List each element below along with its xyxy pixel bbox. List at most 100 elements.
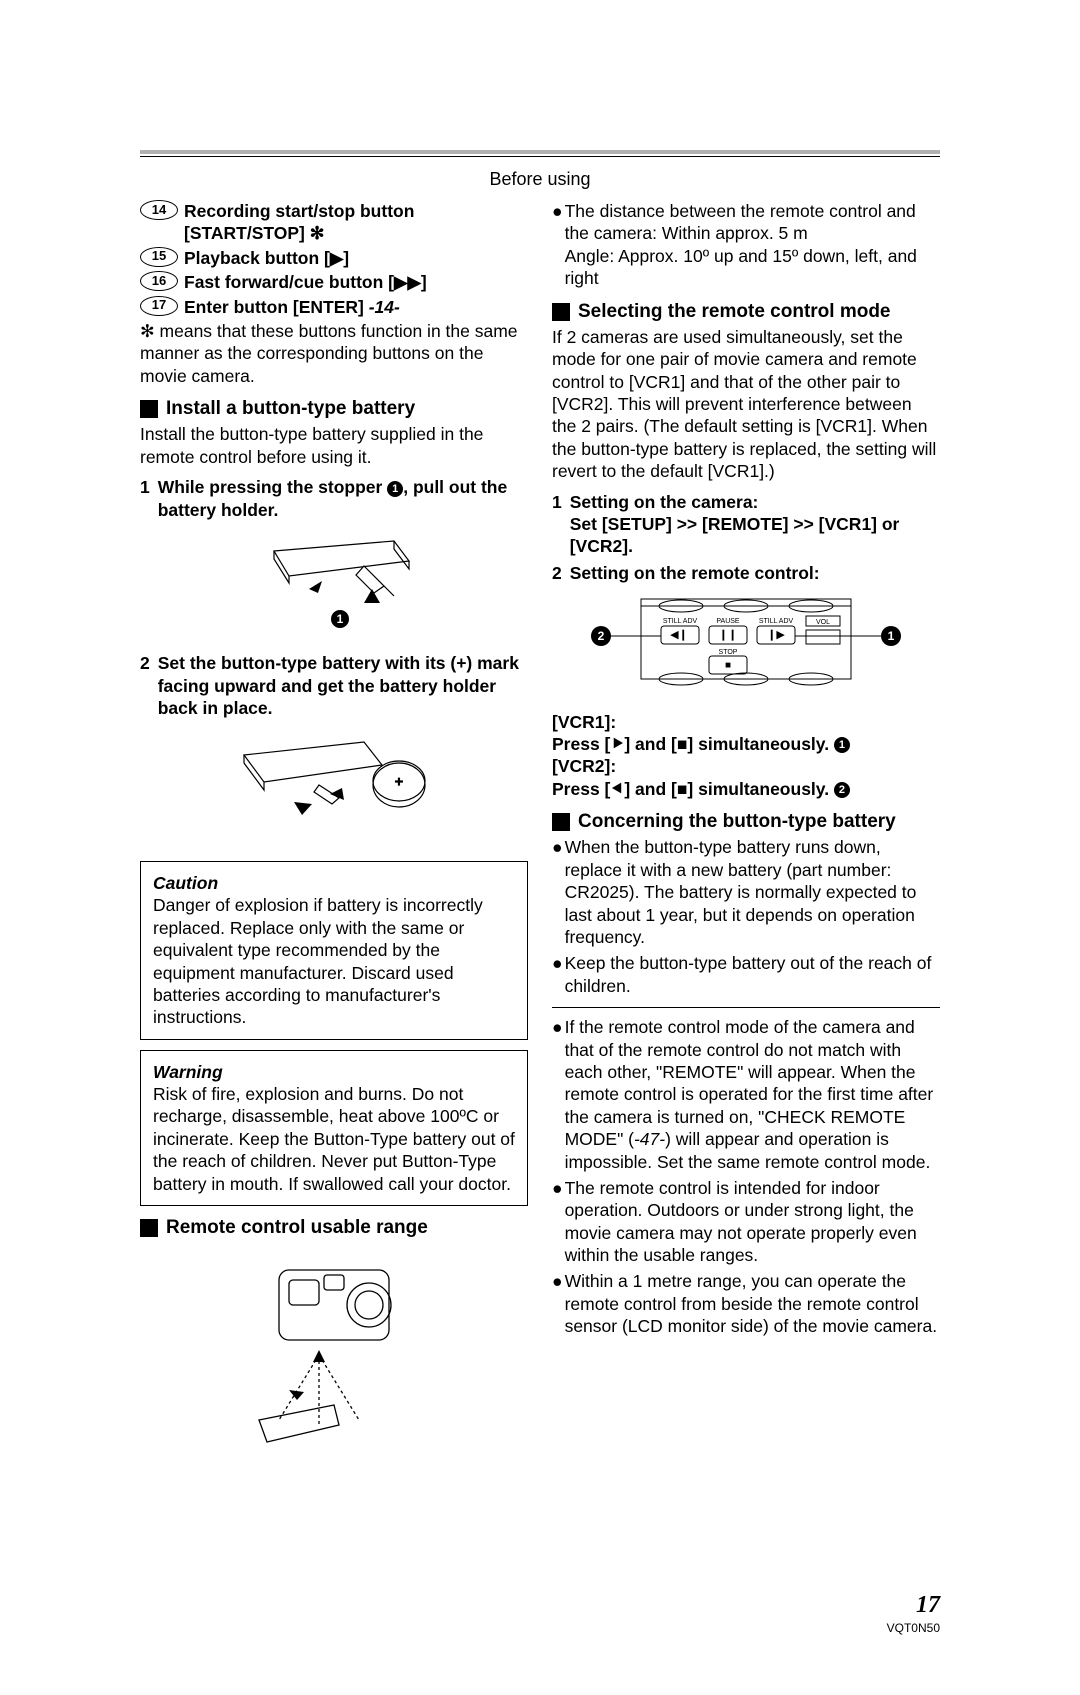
step-item: 2 Setting on the remote control:	[552, 562, 940, 584]
bullet-text: When the button-type battery runs down, …	[565, 836, 940, 948]
bullet-item: ● When the button-type battery runs down…	[552, 836, 940, 948]
item-number-badge: 15	[140, 247, 178, 267]
caution-box: Caution Danger of explosion if battery i…	[140, 861, 528, 1040]
remote-buttons-figure: ◀❙ ❙❙ ❙▶ ■ STILL ADV PAUSE STILL ADV VOL…	[552, 594, 940, 694]
bullet-text: Within a 1 metre range, you can operate …	[565, 1270, 940, 1337]
bullet-text: If the remote control mode of the camera…	[565, 1016, 940, 1173]
subheading-concerning: Concerning the button-type battery	[552, 810, 940, 834]
warning-text: Risk of fire, explosion and burns. Do no…	[153, 1083, 515, 1195]
item-number-badge: 14	[140, 200, 178, 220]
callout-1-icon: 1	[387, 481, 403, 497]
list-item: 17 Enter button [ENTER] -14-	[140, 296, 528, 318]
caution-heading: Caution	[153, 872, 515, 894]
bullet-dot-icon: ●	[552, 1177, 563, 1267]
step-text: Set the button-type battery with its (+)…	[158, 652, 528, 719]
subheading-install: Install a button-type battery	[140, 397, 528, 421]
svg-text:PAUSE: PAUSE	[716, 618, 740, 625]
svg-text:◀❙: ◀❙	[670, 629, 688, 641]
page-footer: 17 VQT0N50	[140, 1592, 940, 1635]
subheading-label: Remote control usable range	[166, 1216, 428, 1240]
callout-1-icon: 1	[834, 737, 850, 753]
step-item: 1 While pressing the stopper 1, pull out…	[140, 476, 528, 521]
bullet-item: ● The distance between the remote contro…	[552, 200, 940, 290]
svg-text:2: 2	[598, 629, 605, 643]
bullet-dot-icon: ●	[552, 1016, 563, 1173]
svg-text:■: ■	[725, 660, 731, 671]
bullet-dot-icon: ●	[552, 836, 563, 948]
caution-text: Danger of explosion if battery is incorr…	[153, 894, 515, 1028]
square-bullet-icon	[552, 303, 570, 321]
document-code: VQT0N50	[140, 1621, 940, 1635]
bullet-item: ● Keep the button-type battery out of th…	[552, 952, 940, 997]
step-text: Setting on the remote control:	[570, 562, 820, 584]
subheading-label: Selecting the remote control mode	[578, 300, 891, 324]
bullet-text: The remote control is intended for indoo…	[565, 1177, 940, 1267]
list-item: 16 Fast forward/cue button [▶▶]	[140, 271, 528, 293]
bullet-text: The distance between the remote control …	[565, 200, 940, 290]
step-item: 1 Setting on the camera: Set [SETUP] >> …	[552, 491, 940, 558]
subheading-label: Install a button-type battery	[166, 397, 415, 421]
vcr2-text: Press [⯇] and [■] simultaneously. 2	[552, 778, 940, 800]
item-label: Recording start/stop button [START/STOP]…	[184, 200, 528, 245]
mode-paragraph: If 2 cameras are used simultaneously, se…	[552, 326, 940, 483]
list-item: 15 Playback button [▶]	[140, 247, 528, 269]
svg-text:+: +	[395, 773, 403, 789]
svg-text:STOP: STOP	[719, 649, 738, 656]
battery-holder-figure-2: +	[140, 730, 528, 845]
square-bullet-icon	[140, 1219, 158, 1237]
warning-box: Warning Risk of fire, explosion and burn…	[140, 1050, 528, 1206]
divider	[552, 1007, 940, 1008]
svg-text:❙❙: ❙❙	[719, 629, 737, 641]
bullet-text: Keep the button-type battery out of the …	[565, 952, 940, 997]
warning-heading: Warning	[153, 1061, 515, 1083]
page-ref: -14-	[369, 297, 400, 317]
svg-text:❙▶: ❙▶	[767, 629, 785, 641]
left-column: 14 Recording start/stop button [START/ST…	[140, 200, 528, 1472]
camera-range-figure	[140, 1250, 528, 1455]
section-header: Before using	[140, 169, 940, 190]
callout-2-icon: 2	[834, 782, 850, 798]
list-item: 14 Recording start/stop button [START/ST…	[140, 200, 528, 245]
svg-text:STILL ADV: STILL ADV	[663, 618, 698, 625]
battery-holder-figure-1: 1	[140, 531, 528, 636]
step-number: 2	[140, 652, 150, 719]
step-number: 2	[552, 562, 562, 584]
two-columns: 14 Recording start/stop button [START/ST…	[140, 200, 940, 1472]
svg-text:1: 1	[337, 612, 344, 626]
vcr1-heading: [VCR1]:	[552, 711, 940, 733]
bullet-dot-icon: ●	[552, 200, 563, 290]
item-label: Enter button [ENTER]	[184, 297, 364, 317]
item-label: Fast forward/cue button [▶▶]	[184, 271, 528, 293]
right-column: ● The distance between the remote contro…	[552, 200, 940, 1472]
step-item: 2 Set the button-type battery with its (…	[140, 652, 528, 719]
square-bullet-icon	[552, 813, 570, 831]
note-paragraph: ✻ means that these buttons function in t…	[140, 320, 528, 387]
page-ref: -47-	[634, 1129, 665, 1149]
subheading-range: Remote control usable range	[140, 1216, 528, 1240]
bullet-item: ● The remote control is intended for ind…	[552, 1177, 940, 1267]
svg-text:STILL ADV: STILL ADV	[759, 618, 794, 625]
step-text: Setting on the camera: Set [SETUP] >> [R…	[570, 491, 940, 558]
page-number: 17	[140, 1592, 940, 1619]
square-bullet-icon	[140, 400, 158, 418]
vcr1-text: Press [⯈] and [■] simultaneously. 1	[552, 733, 940, 755]
page: Before using 14 Recording start/stop but…	[0, 0, 1080, 1695]
step-number: 1	[140, 476, 150, 521]
bullet-dot-icon: ●	[552, 952, 563, 997]
item-number-badge: 17	[140, 296, 178, 316]
top-rule	[140, 150, 940, 157]
svg-text:VOL: VOL	[816, 619, 830, 626]
item-label: Playback button [▶]	[184, 247, 528, 269]
bullet-item: ● Within a 1 metre range, you can operat…	[552, 1270, 940, 1337]
svg-text:1: 1	[888, 629, 895, 643]
install-paragraph: Install the button-type battery supplied…	[140, 423, 528, 468]
vcr2-heading: [VCR2]:	[552, 755, 940, 777]
item-number-badge: 16	[140, 271, 178, 291]
subheading-label: Concerning the button-type battery	[578, 810, 896, 834]
bullet-item: ● If the remote control mode of the came…	[552, 1016, 940, 1173]
step-text: While pressing the stopper 1, pull out t…	[158, 476, 528, 521]
bullet-dot-icon: ●	[552, 1270, 563, 1337]
step-number: 1	[552, 491, 562, 558]
subheading-mode: Selecting the remote control mode	[552, 300, 940, 324]
vcr1-block: [VCR1]: Press [⯈] and [■] simultaneously…	[552, 711, 940, 801]
